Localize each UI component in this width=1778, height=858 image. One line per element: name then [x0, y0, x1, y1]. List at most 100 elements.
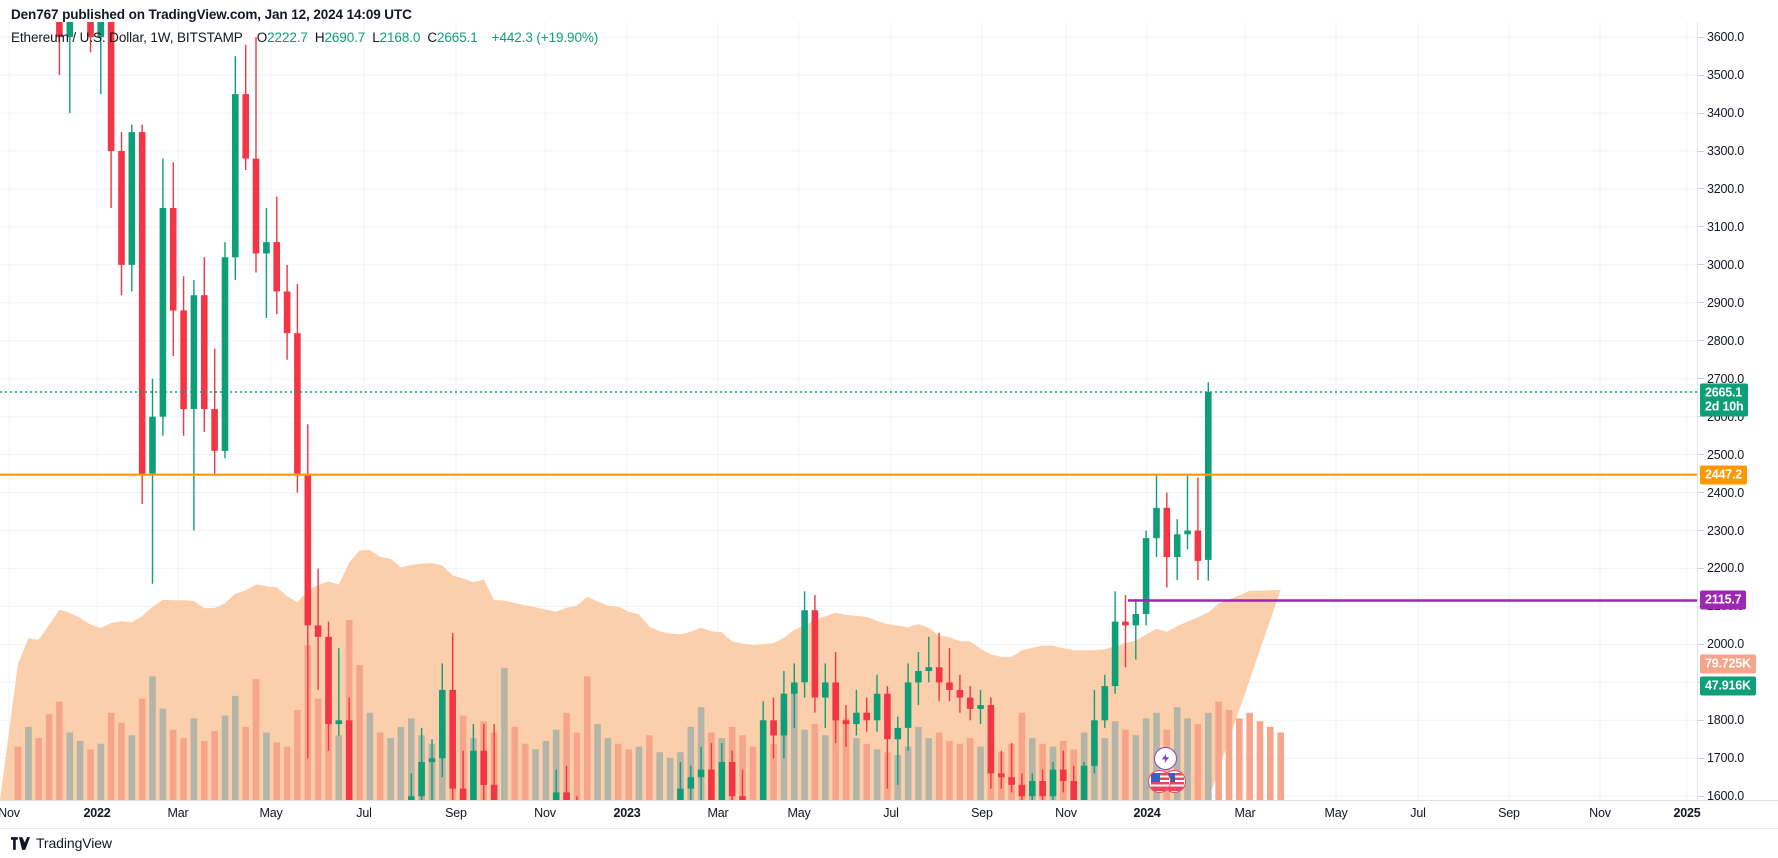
- candle-body: [884, 693, 891, 740]
- price-tick: 3300.0: [1707, 144, 1745, 159]
- volume-bar: [749, 746, 757, 800]
- price-badge-last-price[interactable]: 2665.1 2d 10h: [1700, 383, 1749, 417]
- price-tick: 2700.0: [1707, 371, 1745, 386]
- volume-bar: [842, 718, 850, 800]
- volume-bar: [873, 749, 881, 800]
- volume-bar: [128, 735, 136, 800]
- candle-body: [935, 667, 943, 683]
- candle-body: [470, 750, 477, 800]
- candle-body: [128, 132, 136, 265]
- price-tick-mark: [1698, 188, 1704, 190]
- volume-bar: [376, 732, 384, 800]
- candle-body: [294, 333, 301, 474]
- price-badge-volume-ma[interactable]: 79.725K: [1700, 654, 1756, 674]
- volume-bar: [977, 746, 984, 800]
- candle-body: [87, 22, 94, 38]
- price-tick-mark: [1698, 36, 1704, 38]
- time-tick: Nov: [1055, 806, 1077, 820]
- legend-high-value: 2690.7: [324, 30, 366, 45]
- volume-bar: [1029, 738, 1036, 800]
- volume-bar: [1256, 721, 1264, 800]
- price-tick-mark: [1698, 302, 1704, 304]
- price-tick: 2400.0: [1707, 485, 1745, 500]
- candle-body: [1039, 781, 1046, 797]
- volume-bar: [263, 732, 270, 800]
- volume-bar: [511, 726, 519, 800]
- volume-bar: [1236, 718, 1243, 800]
- price-badge-purple-level[interactable]: 2115.7: [1700, 590, 1747, 610]
- economic-event-bolt[interactable]: [1154, 747, 1177, 770]
- price-tick-mark: [1698, 643, 1704, 645]
- legend-symbol[interactable]: Ethereum / U.S. Dollar, 1W, BITSTAMP: [11, 30, 243, 45]
- volume-bar: [35, 738, 42, 800]
- volume-bar: [656, 752, 663, 800]
- volume-bar: [1111, 721, 1119, 800]
- candle-body: [1132, 614, 1140, 626]
- volume-bar: [366, 712, 374, 800]
- volume-bar: [1173, 707, 1181, 800]
- candle-body: [1008, 777, 1015, 785]
- price-tick: 3000.0: [1707, 257, 1745, 272]
- time-tick: Mar: [707, 806, 729, 820]
- candle-body: [1070, 781, 1077, 800]
- candle-body: [138, 132, 146, 474]
- volume-bar: [25, 726, 32, 800]
- price-tick: 2000.0: [1707, 637, 1745, 652]
- candle-body: [66, 22, 74, 38]
- price-tick: 3200.0: [1707, 181, 1745, 196]
- price-badge-volume-last[interactable]: 47.916K: [1700, 676, 1756, 696]
- price-tick-mark: [1698, 74, 1704, 76]
- volume-bar: [904, 746, 912, 800]
- volume-bar: [138, 698, 146, 800]
- volume-bar: [107, 712, 115, 800]
- candle-body: [873, 693, 881, 721]
- economic-event-flag-a[interactable]: [1148, 770, 1171, 793]
- candle-body: [314, 625, 322, 637]
- candle-body: [1142, 538, 1150, 614]
- tradingview-logo[interactable]: TradingView: [11, 835, 112, 851]
- volume-bar: [615, 743, 622, 800]
- volume-bar: [190, 718, 198, 800]
- candle-body: [408, 796, 415, 800]
- volume-bar: [501, 667, 508, 800]
- volume-bar: [646, 735, 653, 800]
- time-axis[interactable]: Nov 2022 Mar May Jul Sep Nov 2023 Mar May Jul Sep No…: [0, 800, 1778, 829]
- candle-body: [1173, 534, 1181, 558]
- candle-body: [822, 682, 829, 698]
- candle-body: [180, 310, 187, 410]
- candle-body: [780, 693, 788, 736]
- price-badge-value: 47.916K: [1705, 678, 1751, 693]
- candle-body: [987, 705, 995, 774]
- volume-bar: [76, 740, 84, 800]
- volume-bar: [853, 738, 860, 800]
- time-tick: 2024: [1133, 806, 1161, 820]
- volume-bar: [739, 735, 746, 800]
- price-tick: 2900.0: [1707, 295, 1745, 310]
- candle-body: [1153, 507, 1160, 539]
- price-tick-mark: [1698, 416, 1704, 418]
- candle-body: [97, 22, 105, 38]
- price-tick: 1800.0: [1707, 713, 1745, 728]
- time-tick: 2022: [83, 806, 111, 820]
- chart-plot-area[interactable]: [0, 22, 1697, 800]
- legend-open-label: O: [256, 30, 268, 45]
- candle-body: [966, 697, 974, 709]
- candle-body: [915, 671, 922, 683]
- candle-body: [832, 682, 839, 721]
- candlestick-svg: [0, 22, 1697, 800]
- candle-body: [335, 720, 343, 725]
- volume-bar: [966, 738, 974, 800]
- candle-body: [1080, 765, 1088, 800]
- price-tick-mark: [1698, 757, 1704, 759]
- price-badge-orange-level[interactable]: 2447.2: [1700, 465, 1748, 485]
- volume-bar: [1215, 701, 1222, 800]
- volume-bar: [1194, 724, 1202, 800]
- volume-bar: [273, 742, 280, 800]
- candle-body: [149, 416, 156, 474]
- candle-body: [1111, 621, 1119, 687]
- volume-bar: [87, 749, 94, 800]
- volume-bar: [625, 749, 632, 800]
- candle-body: [428, 758, 436, 763]
- price-axis[interactable]: 3600.0 3500.0 3400.0 3300.0 3200.0 3100.0 3000…: [1697, 22, 1778, 803]
